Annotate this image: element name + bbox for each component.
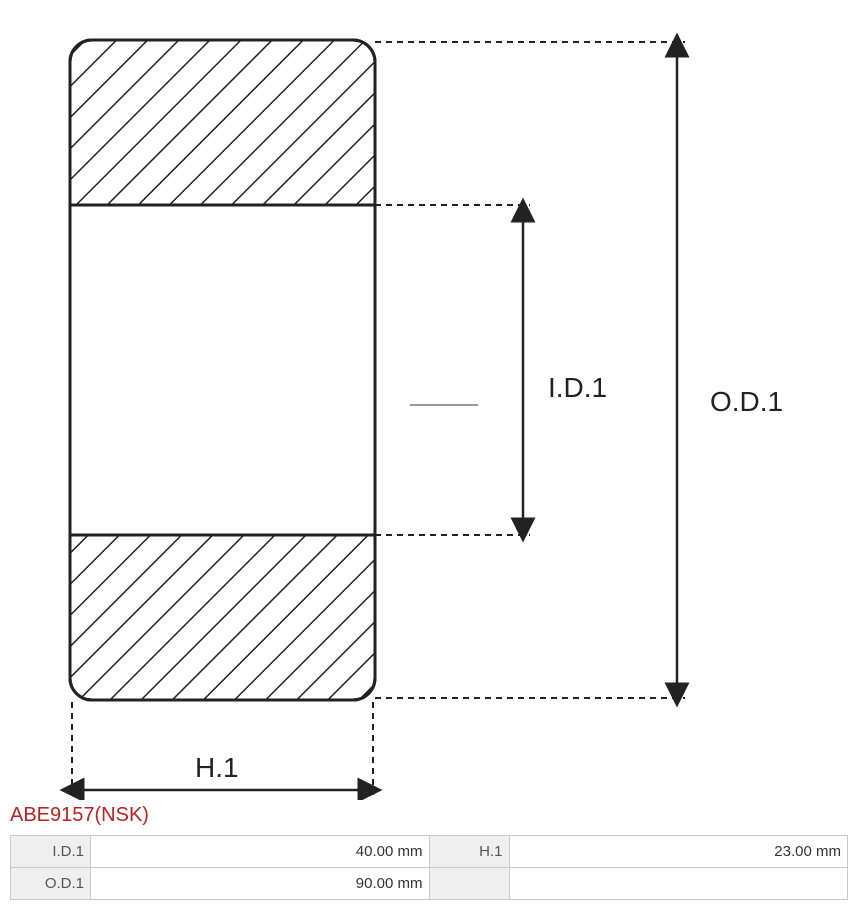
table-row: I.D.1 40.00 mm H.1 23.00 mm xyxy=(11,836,848,868)
cell-value: 23.00 mm xyxy=(509,836,848,868)
cell-label: I.D.1 xyxy=(11,836,91,868)
spec-table: I.D.1 40.00 mm H.1 23.00 mm O.D.1 90.00 … xyxy=(10,835,848,900)
table-row: O.D.1 90.00 mm xyxy=(11,868,848,900)
label-h1: H.1 xyxy=(195,752,239,784)
cell-value: 90.00 mm xyxy=(91,868,430,900)
cell-value xyxy=(509,868,848,900)
cell-label: O.D.1 xyxy=(11,868,91,900)
cell-value: 40.00 mm xyxy=(91,836,430,868)
label-id1: I.D.1 xyxy=(548,372,607,404)
part-title: ABE9157(NSK) xyxy=(0,800,848,835)
cell-label: H.1 xyxy=(429,836,509,868)
cell-label xyxy=(429,868,509,900)
bearing-diagram: I.D.1 O.D.1 H.1 xyxy=(0,0,848,800)
label-od1: O.D.1 xyxy=(710,386,783,418)
